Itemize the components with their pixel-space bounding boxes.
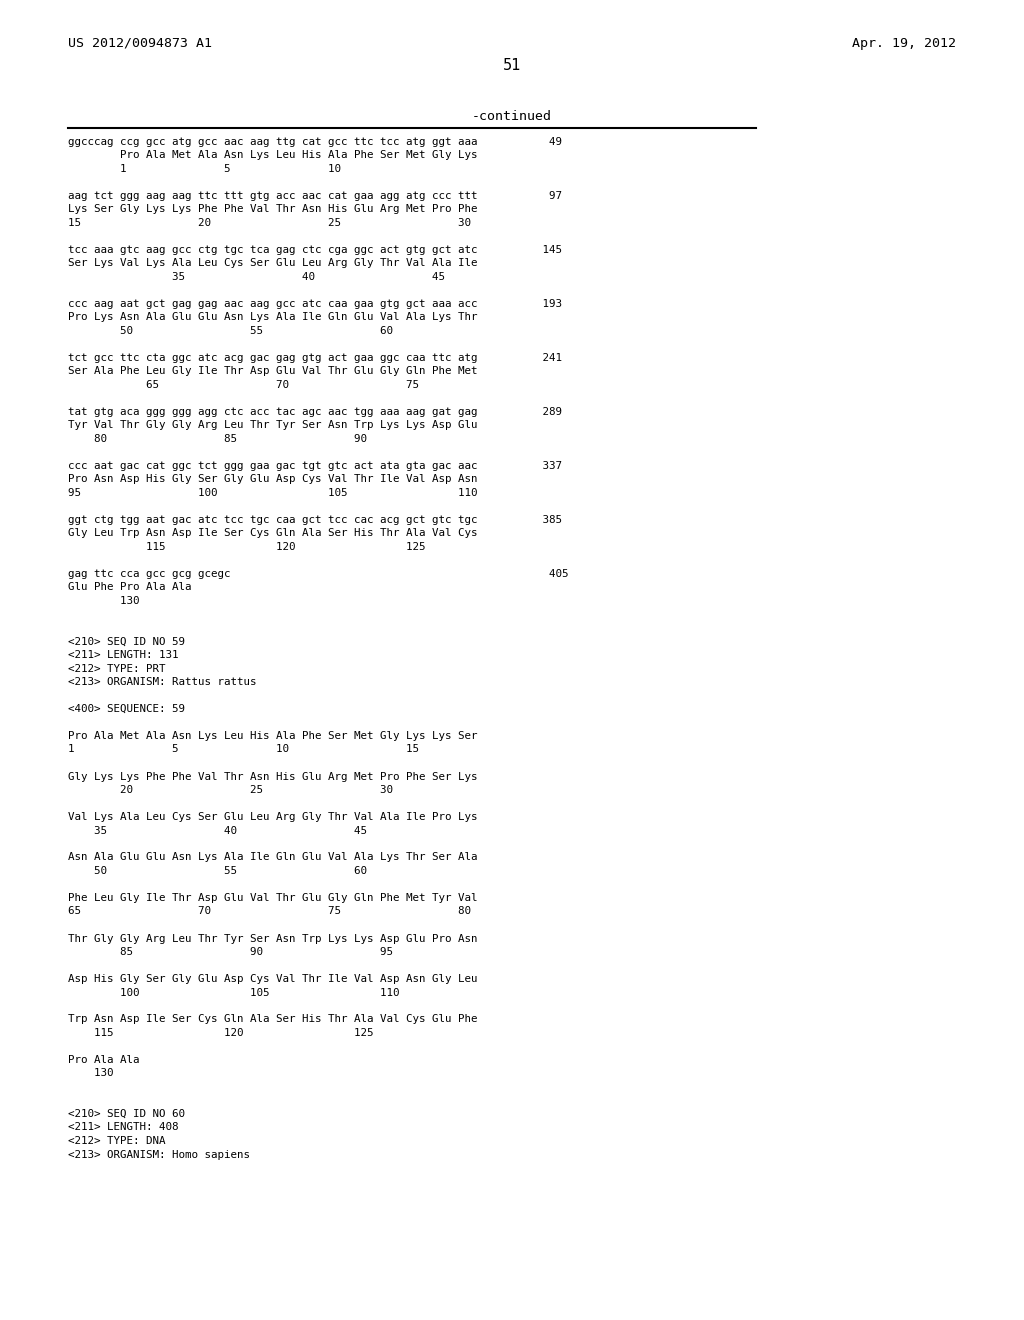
Text: ggt ctg tgg aat gac atc tcc tgc caa gct tcc cac acg gct gtc tgc          385: ggt ctg tgg aat gac atc tcc tgc caa gct … xyxy=(68,515,562,525)
Text: Lys Ser Gly Lys Lys Phe Phe Val Thr Asn His Glu Arg Met Pro Phe: Lys Ser Gly Lys Lys Phe Phe Val Thr Asn … xyxy=(68,205,477,214)
Text: Trp Asn Asp Ile Ser Cys Gln Ala Ser His Thr Ala Val Cys Glu Phe: Trp Asn Asp Ile Ser Cys Gln Ala Ser His … xyxy=(68,1015,477,1024)
Text: 50                  55                  60: 50 55 60 xyxy=(68,866,367,876)
Text: 65                  70                  75: 65 70 75 xyxy=(68,380,419,389)
Text: <213> ORGANISM: Homo sapiens: <213> ORGANISM: Homo sapiens xyxy=(68,1150,250,1159)
Text: 50                  55                  60: 50 55 60 xyxy=(68,326,393,337)
Text: Asn Ala Glu Glu Asn Lys Ala Ile Gln Glu Val Ala Lys Thr Ser Ala: Asn Ala Glu Glu Asn Lys Ala Ile Gln Glu … xyxy=(68,853,477,862)
Text: Thr Gly Gly Arg Leu Thr Tyr Ser Asn Trp Lys Lys Asp Glu Pro Asn: Thr Gly Gly Arg Leu Thr Tyr Ser Asn Trp … xyxy=(68,933,477,944)
Text: Ser Lys Val Lys Ala Leu Cys Ser Glu Leu Arg Gly Thr Val Ala Ile: Ser Lys Val Lys Ala Leu Cys Ser Glu Leu … xyxy=(68,259,477,268)
Text: aag tct ggg aag aag ttc ttt gtg acc aac cat gaa agg atg ccc ttt           97: aag tct ggg aag aag ttc ttt gtg acc aac … xyxy=(68,191,562,201)
Text: US 2012/0094873 A1: US 2012/0094873 A1 xyxy=(68,37,212,50)
Text: 115                 120                 125: 115 120 125 xyxy=(68,543,426,552)
Text: Val Lys Ala Leu Cys Ser Glu Leu Arg Gly Thr Val Ala Ile Pro Lys: Val Lys Ala Leu Cys Ser Glu Leu Arg Gly … xyxy=(68,812,477,822)
Text: <213> ORGANISM: Rattus rattus: <213> ORGANISM: Rattus rattus xyxy=(68,677,256,686)
Text: Gly Leu Trp Asn Asp Ile Ser Cys Gln Ala Ser His Thr Ala Val Cys: Gly Leu Trp Asn Asp Ile Ser Cys Gln Ala … xyxy=(68,528,477,539)
Text: 95                  100                 105                 110: 95 100 105 110 xyxy=(68,488,477,498)
Text: <211> LENGTH: 408: <211> LENGTH: 408 xyxy=(68,1122,178,1133)
Text: 15                  20                  25                  30: 15 20 25 30 xyxy=(68,218,471,228)
Text: <212> TYPE: DNA: <212> TYPE: DNA xyxy=(68,1137,166,1146)
Text: 1               5               10                  15: 1 5 10 15 xyxy=(68,744,419,755)
Text: Glu Phe Pro Ala Ala: Glu Phe Pro Ala Ala xyxy=(68,582,191,593)
Text: 130: 130 xyxy=(68,1068,114,1078)
Text: ggcccag ccg gcc atg gcc aac aag ttg cat gcc ttc tcc atg ggt aaa           49: ggcccag ccg gcc atg gcc aac aag ttg cat … xyxy=(68,137,562,147)
Text: tat gtg aca ggg ggg agg ctc acc tac agc aac tgg aaa aag gat gag          289: tat gtg aca ggg ggg agg ctc acc tac agc … xyxy=(68,407,562,417)
Text: Asp His Gly Ser Gly Glu Asp Cys Val Thr Ile Val Asp Asn Gly Leu: Asp His Gly Ser Gly Glu Asp Cys Val Thr … xyxy=(68,974,477,983)
Text: tcc aaa gtc aag gcc ctg tgc tca gag ctc cga ggc act gtg gct atc          145: tcc aaa gtc aag gcc ctg tgc tca gag ctc … xyxy=(68,246,562,255)
Text: Pro Lys Asn Ala Glu Glu Asn Lys Ala Ile Gln Glu Val Ala Lys Thr: Pro Lys Asn Ala Glu Glu Asn Lys Ala Ile … xyxy=(68,313,477,322)
Text: Pro Ala Met Ala Asn Lys Leu His Ala Phe Ser Met Gly Lys Lys Ser: Pro Ala Met Ala Asn Lys Leu His Ala Phe … xyxy=(68,731,477,741)
Text: <212> TYPE: PRT: <212> TYPE: PRT xyxy=(68,664,166,673)
Text: Ser Ala Phe Leu Gly Ile Thr Asp Glu Val Thr Glu Gly Gln Phe Met: Ser Ala Phe Leu Gly Ile Thr Asp Glu Val … xyxy=(68,367,477,376)
Text: <400> SEQUENCE: 59: <400> SEQUENCE: 59 xyxy=(68,704,185,714)
Text: Phe Leu Gly Ile Thr Asp Glu Val Thr Glu Gly Gln Phe Met Tyr Val: Phe Leu Gly Ile Thr Asp Glu Val Thr Glu … xyxy=(68,894,477,903)
Text: 20                  25                  30: 20 25 30 xyxy=(68,785,393,795)
Text: 35                  40                  45: 35 40 45 xyxy=(68,825,367,836)
Text: 85                  90                  95: 85 90 95 xyxy=(68,946,393,957)
Text: 51: 51 xyxy=(503,58,521,73)
Text: 65                  70                  75                  80: 65 70 75 80 xyxy=(68,907,471,916)
Text: Tyr Val Thr Gly Gly Arg Leu Thr Tyr Ser Asn Trp Lys Lys Asp Glu: Tyr Val Thr Gly Gly Arg Leu Thr Tyr Ser … xyxy=(68,421,477,430)
Text: Apr. 19, 2012: Apr. 19, 2012 xyxy=(852,37,956,50)
Text: 35                  40                  45: 35 40 45 xyxy=(68,272,445,282)
Text: Pro Ala Ala: Pro Ala Ala xyxy=(68,1055,139,1065)
Text: <210> SEQ ID NO 59: <210> SEQ ID NO 59 xyxy=(68,636,185,647)
Text: 80                  85                  90: 80 85 90 xyxy=(68,434,367,444)
Text: Pro Asn Asp His Gly Ser Gly Glu Asp Cys Val Thr Ile Val Asp Asn: Pro Asn Asp His Gly Ser Gly Glu Asp Cys … xyxy=(68,474,477,484)
Text: 115                 120                 125: 115 120 125 xyxy=(68,1028,374,1038)
Text: <211> LENGTH: 131: <211> LENGTH: 131 xyxy=(68,649,178,660)
Text: 1               5               10: 1 5 10 xyxy=(68,164,341,174)
Text: <210> SEQ ID NO 60: <210> SEQ ID NO 60 xyxy=(68,1109,185,1119)
Text: ccc aag aat gct gag gag aac aag gcc atc caa gaa gtg gct aaa acc          193: ccc aag aat gct gag gag aac aag gcc atc … xyxy=(68,300,562,309)
Text: tct gcc ttc cta ggc atc acg gac gag gtg act gaa ggc caa ttc atg          241: tct gcc ttc cta ggc atc acg gac gag gtg … xyxy=(68,352,562,363)
Text: Gly Lys Lys Phe Phe Val Thr Asn His Glu Arg Met Pro Phe Ser Lys: Gly Lys Lys Phe Phe Val Thr Asn His Glu … xyxy=(68,771,477,781)
Text: 130: 130 xyxy=(68,597,139,606)
Text: Pro Ala Met Ala Asn Lys Leu His Ala Phe Ser Met Gly Lys: Pro Ala Met Ala Asn Lys Leu His Ala Phe … xyxy=(68,150,477,161)
Text: -continued: -continued xyxy=(472,110,552,123)
Text: ccc aat gac cat ggc tct ggg gaa gac tgt gtc act ata gta gac aac          337: ccc aat gac cat ggc tct ggg gaa gac tgt … xyxy=(68,461,562,471)
Text: 100                 105                 110: 100 105 110 xyxy=(68,987,399,998)
Text: gag ttc cca gcc gcg gcegc                                                 405: gag ttc cca gcc gcg gcegc 405 xyxy=(68,569,568,579)
